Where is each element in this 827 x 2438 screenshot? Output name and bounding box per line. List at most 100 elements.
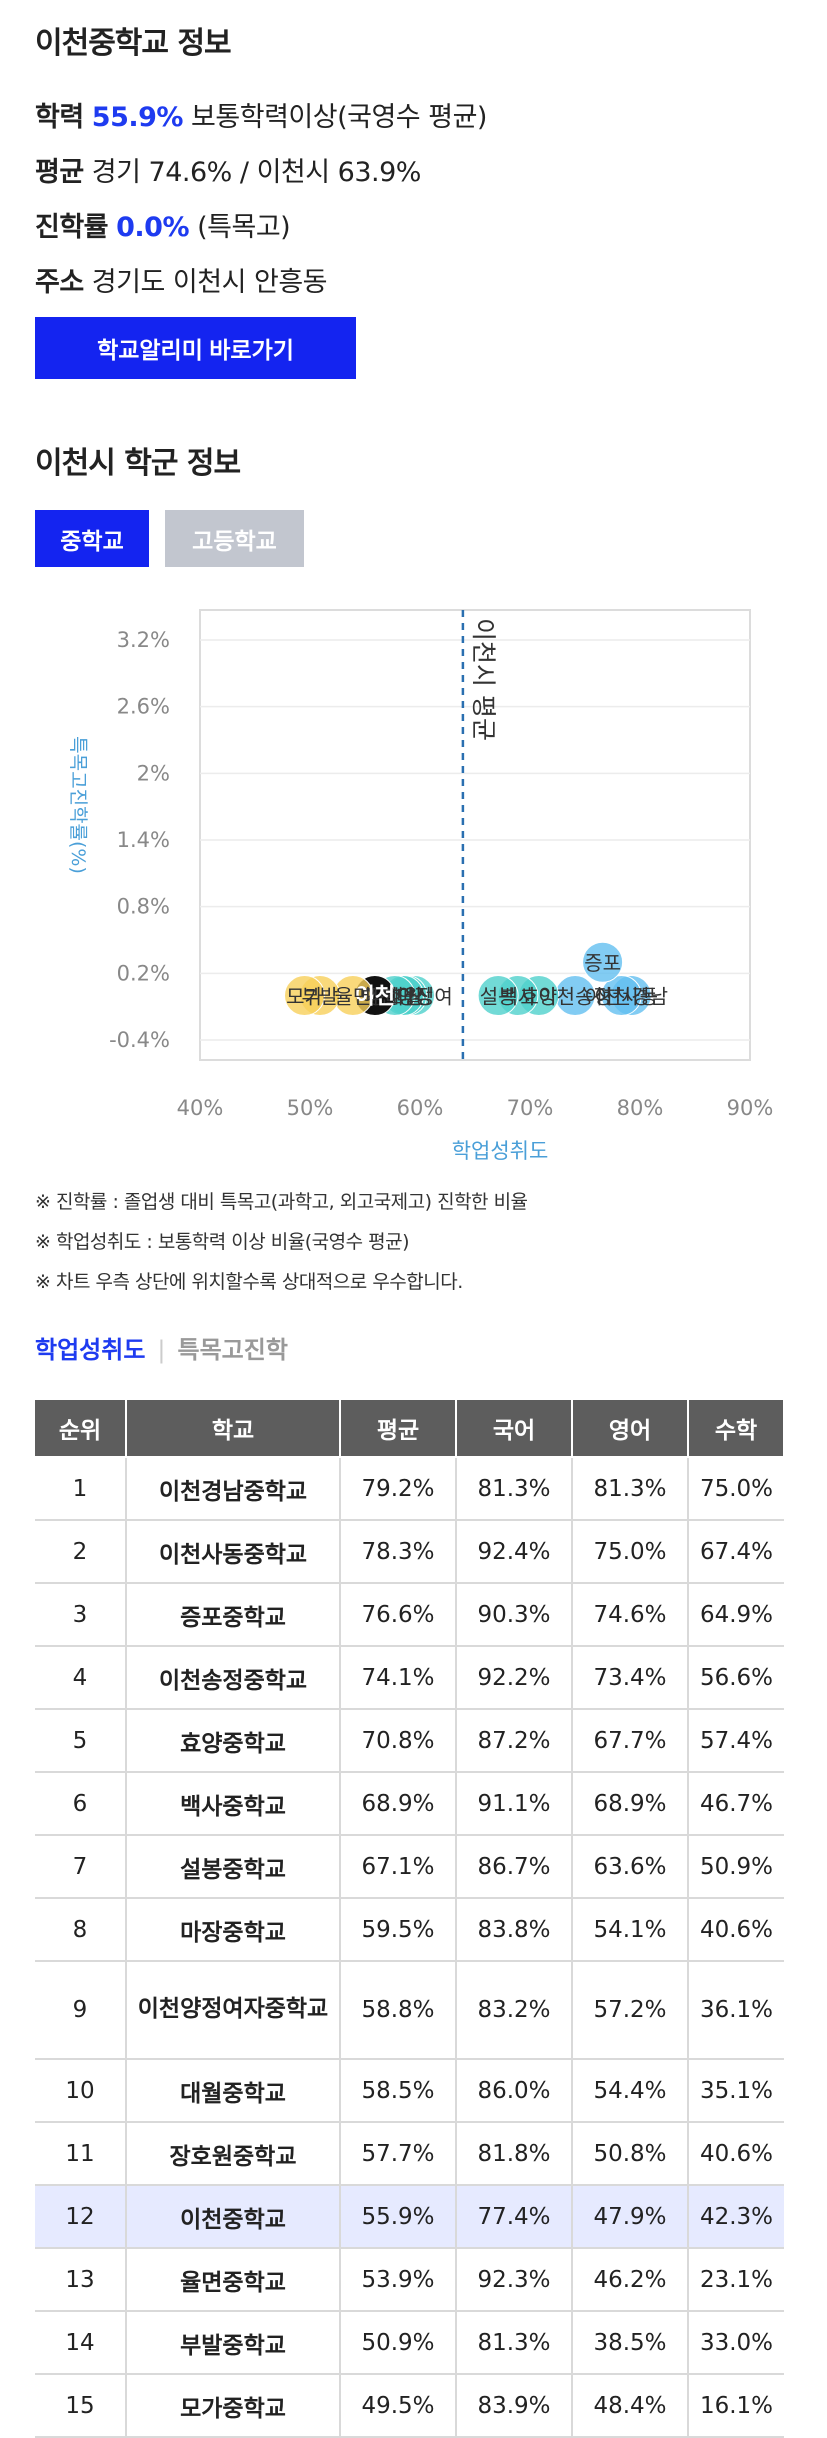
cell-school[interactable]: 이천중학교 [126,2185,341,2249]
cell-english: 63.6% [572,1835,689,1899]
cell-average: 55.9% [340,2185,457,2249]
cell-school[interactable]: 율면중학교 [126,2248,341,2312]
cell-korean: 77.4% [456,2185,573,2249]
cell-average: 68.9% [340,1772,457,1836]
y-tick-label: 0.8% [117,895,170,919]
cell-rank: 10 [35,2059,127,2123]
cell-korean: 92.2% [456,1646,573,1710]
cell-rank: 8 [35,1898,127,1962]
subtab-achievement[interactable]: 학업성취도 [35,1336,146,1364]
note-rate: ※ 진학률 : 졸업생 대비 특목고(과학고, 외고국제고) 진학한 비율 [35,1191,528,1213]
header-average: 평균 [340,1398,457,1458]
scatter-chart: 3.2% 2.6% 2% 1.4% 0.8% 0.2% -0.4% 40% 50% 60% 70% 8… [67,609,774,1163]
cell-average: 50.9% [340,2311,457,2375]
cell-average: 49.5% [340,2374,457,2438]
header-korean: 국어 [456,1398,573,1458]
x-axis-label: 학업성취도 [452,1139,549,1163]
cell-english: 67.7% [572,1709,689,1773]
header-school: 학교 [126,1398,341,1458]
cell-average: 58.8% [340,1961,457,2060]
cell-school[interactable]: 모가중학교 [126,2374,341,2438]
cell-school[interactable]: 마장중학교 [126,1898,341,1962]
table-row: 13 율면중학교 53.9% 92.3% 46.2% 23.1% [35,2248,784,2312]
cell-math: 56.6% [688,1646,784,1710]
x-tick-label: 70% [507,1096,554,1120]
cell-average: 78.3% [340,1520,457,1584]
data-point-label: 모가 [286,985,323,1009]
table-row: 14 부발중학교 50.9% 81.3% 38.5% 33.0% [35,2311,784,2375]
x-tick-label: 80% [617,1096,664,1120]
cell-korean: 86.0% [456,2059,573,2123]
cell-school[interactable]: 효양중학교 [126,1709,341,1773]
rate-note: (특목고) [197,212,291,243]
data-point-label: 백사 [499,985,536,1009]
cell-rank: 6 [35,1772,127,1836]
data-point-label: 율면 [334,985,371,1009]
x-tick-label: 90% [727,1096,774,1120]
cell-rank: 5 [35,1709,127,1773]
table-row: 3 증포중학교 76.6% 90.3% 74.6% 64.9% [35,1583,784,1647]
table-row: 5 효양중학교 70.8% 87.2% 67.7% 57.4% [35,1709,784,1773]
cell-school[interactable]: 증포중학교 [126,1583,341,1647]
table-row: 6 백사중학교 68.9% 91.1% 68.9% 46.7% [35,1772,784,1836]
cell-korean: 92.3% [456,2248,573,2312]
cell-average: 57.7% [340,2122,457,2186]
data-point [477,975,519,1017]
address-row: 주소 경기도 이천시 안흥동 [35,260,328,299]
rate-row: 진학률 0.0% (특목고) [35,205,291,244]
cell-school[interactable]: 백사중학교 [126,1772,341,1836]
data-point [600,975,642,1017]
achievement-value: 55.9% [91,102,184,133]
cell-korean: 86.7% [456,1835,573,1899]
cell-school[interactable]: 설봉중학교 [126,1835,341,1899]
cell-school[interactable]: 이천양정여자중학교 [126,1961,341,2060]
cell-school[interactable]: 이천사동중학교 [126,1520,341,1584]
rate-label: 진학률 [35,212,109,243]
cell-english: 75.0% [572,1520,689,1584]
cell-school[interactable]: 대월중학교 [126,2059,341,2123]
subtab-separator: | [157,1336,166,1364]
cell-rank: 11 [35,2122,127,2186]
x-tick-label: 50% [287,1096,334,1120]
table-row: 7 설봉중학교 67.1% 86.7% 63.6% 50.9% [35,1835,784,1899]
cell-korean: 92.4% [456,1520,573,1584]
data-point-label: 이천양정여 [361,985,453,1009]
cell-english: 48.4% [572,2374,689,2438]
subtab-bar: 학업성취도 | 특목고진학 [35,1330,288,1365]
district-title: 이천시 학군 정보 [35,446,241,481]
cell-math: 35.1% [688,2059,784,2123]
cell-average: 53.9% [340,2248,457,2312]
cell-rank: 1 [35,1457,127,1521]
cell-rank: 13 [35,2248,127,2312]
cell-math: 33.0% [688,2311,784,2375]
tab-middle-school[interactable]: 중학교 [35,510,149,567]
average-line-label: 이천시 평균 [469,618,498,741]
cell-school[interactable]: 이천송정중학교 [126,1646,341,1710]
ranking-table: 순위 학교 평균 국어 영어 수학 1 이천경남중학교 79.2% 81.3% 81.3… [35,1398,785,2438]
cell-math: 40.6% [688,1898,784,1962]
table-row: 15 모가중학교 49.5% 83.9% 48.4% 16.1% [35,2374,784,2438]
cell-korean: 83.2% [456,1961,573,2060]
cell-average: 79.2% [340,1457,457,1521]
cell-rank: 9 [35,1961,127,2060]
cell-school[interactable]: 이천경남중학교 [126,1457,341,1521]
cell-english: 73.4% [572,1646,689,1710]
note-achievement: ※ 학업성취도 : 보통학력 이상 비율(국영수 평균) [35,1231,410,1253]
tab-high-school[interactable]: 고등학교 [165,510,304,567]
data-point-label: 대월 [385,985,422,1009]
y-tick-label: 3.2% [117,628,170,652]
cell-math: 40.6% [688,2122,784,2186]
school-title: 이천중학교 정보 [35,26,232,61]
cell-school[interactable]: 장호원중학교 [126,2122,341,2186]
cell-korean: 91.1% [456,1772,573,1836]
school-alimi-button[interactable]: 학교알리미 바로가기 [35,317,356,379]
address-label: 주소 [35,267,84,298]
cell-average: 67.1% [340,1835,457,1899]
cell-english: 74.6% [572,1583,689,1647]
subtab-special-high[interactable]: 특목고진학 [177,1336,288,1364]
cell-math: 75.0% [688,1457,784,1521]
cell-korean: 87.2% [456,1709,573,1773]
cell-school[interactable]: 부발중학교 [126,2311,341,2375]
cell-average: 58.5% [340,2059,457,2123]
cell-average: 70.8% [340,1709,457,1773]
